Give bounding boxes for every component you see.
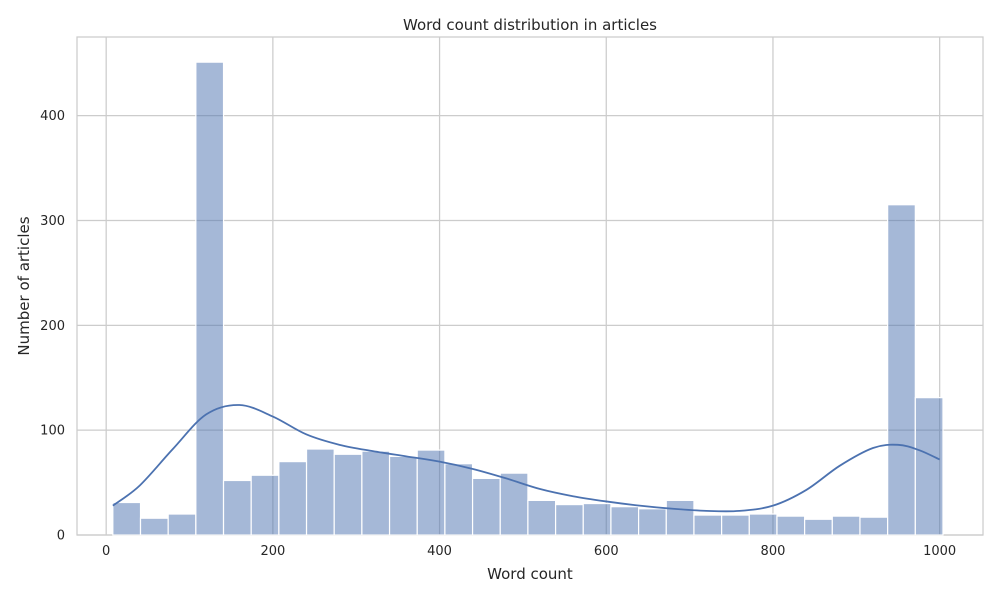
histogram-bar [610, 506, 640, 536]
histogram-bar [748, 513, 778, 536]
histogram-bar [693, 514, 723, 536]
histogram-bar [305, 448, 335, 536]
x-tick-labels: 0 200 400 600 800 1000 [102, 544, 956, 559]
histogram-bar [112, 501, 142, 536]
x-tick-label: 400 [427, 544, 452, 559]
y-axis-label: Number of articles [15, 216, 33, 355]
histogram-bar [361, 450, 391, 536]
x-tick-label: 0 [102, 544, 110, 559]
histogram-bars [112, 61, 944, 536]
histogram-bar [499, 472, 529, 536]
histogram-bar [416, 449, 446, 536]
histogram-bar [471, 477, 501, 536]
histogram-bar [554, 503, 584, 536]
histogram-bar [444, 463, 474, 536]
histogram-bar [859, 516, 889, 536]
histogram-bar [776, 515, 806, 536]
x-tick-label: 800 [761, 544, 786, 559]
y-tick-label: 400 [40, 109, 65, 124]
y-tick-label: 300 [40, 214, 65, 229]
histogram-bar [804, 518, 833, 536]
x-tick-label: 200 [260, 544, 285, 559]
histogram-bar [721, 514, 750, 536]
histogram-bar [831, 515, 861, 536]
histogram-bar [333, 453, 363, 536]
x-tick-label: 600 [594, 544, 619, 559]
histogram-bar [638, 508, 667, 536]
kde-curve [112, 404, 941, 513]
histogram-bar [388, 455, 418, 536]
chart-title: Word count distribution in articles [403, 16, 657, 34]
histogram-bar [665, 499, 695, 536]
histogram-bar [250, 474, 280, 536]
histogram-bar [914, 397, 944, 536]
histogram-bar [222, 479, 252, 536]
histogram-bar [195, 61, 225, 536]
histogram-bar [167, 513, 197, 536]
histogram-bar [278, 461, 308, 536]
y-tick-labels: 0 100 200 300 400 [40, 109, 65, 543]
y-tick-label: 200 [40, 319, 65, 334]
histogram-bar [887, 204, 916, 536]
y-tick-label: 100 [40, 424, 65, 439]
plot-background [76, 36, 984, 536]
histogram-bar [527, 499, 557, 536]
y-tick-label: 0 [57, 529, 65, 544]
histogram-bar [582, 502, 612, 536]
x-axis-label: Word count [487, 565, 573, 583]
histogram-bar [139, 517, 169, 536]
x-tick-label: 1000 [923, 544, 956, 559]
